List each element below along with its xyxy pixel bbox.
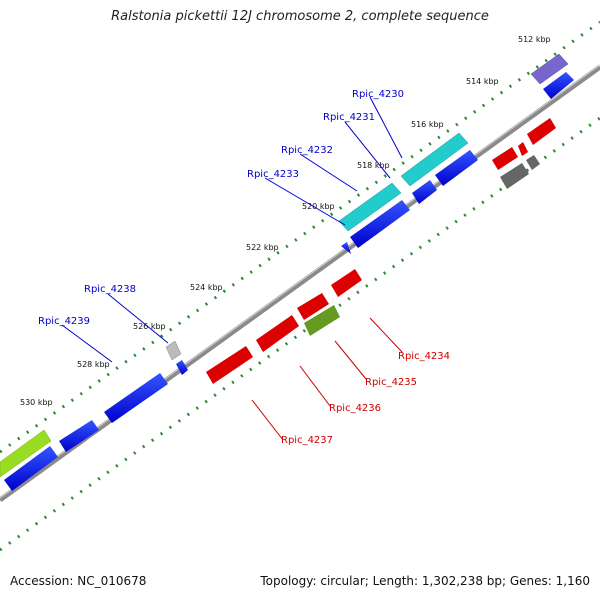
chromosome-backbone [0, 64, 600, 503]
gene-label-rpic4231[interactable]: Rpic_4231 [323, 112, 375, 123]
cds-forward[interactable] [350, 200, 410, 248]
forward-features [0, 53, 574, 491]
scale-label: 528 kbp [77, 360, 110, 369]
forward-leaders [61, 96, 403, 363]
scale-label: 524 kbp [190, 283, 223, 292]
cds-forward[interactable] [176, 360, 188, 375]
forward-gene-labels: Rpic_4230 Rpic_4231 Rpic_4232 Rpic_4233 … [38, 89, 404, 327]
scale-label: 514 kbp [466, 77, 499, 86]
cds-rpic4236[interactable] [256, 315, 299, 352]
feature-gray-reverse[interactable] [500, 163, 529, 189]
cds-forward[interactable] [104, 373, 168, 423]
chromosome-backbone-highlight [0, 64, 600, 499]
scale-label: 512 kbp [518, 35, 551, 44]
outer-scale-track [0, 20, 600, 454]
cds-forward[interactable] [4, 446, 58, 491]
gene-label-rpic4237[interactable]: Rpic_4237 [281, 435, 333, 446]
scale-label: 522 kbp [246, 243, 279, 252]
cds-forward[interactable] [435, 150, 478, 186]
scale-label: 516 kbp [411, 120, 444, 129]
gene-label-rpic4239[interactable]: Rpic_4239 [38, 316, 90, 327]
feature-cyan-rpic4230[interactable] [400, 132, 469, 187]
cds-reverse[interactable] [518, 142, 528, 156]
gene-label-rpic4234[interactable]: Rpic_4234 [398, 351, 450, 362]
gene-label-rpic4233[interactable]: Rpic_4233 [247, 169, 299, 180]
genome-summary-text: Topology: circular; Length: 1,302,238 bp… [260, 574, 590, 588]
scale-labels: 512 kbp 514 kbp 516 kbp 518 kbp 520 kbp … [20, 35, 551, 407]
cds-rpic4235[interactable] [297, 293, 329, 320]
cds-rpic4234[interactable] [331, 269, 362, 297]
reverse-gene-labels: Rpic_4234 Rpic_4235 Rpic_4236 Rpic_4237 [281, 351, 450, 446]
cds-forward[interactable] [59, 420, 99, 452]
feature-olive-reverse[interactable] [304, 305, 340, 336]
gene-label-rpic4236[interactable]: Rpic_4236 [329, 403, 381, 414]
inner-scale-track [0, 116, 600, 552]
cds-forward-small[interactable] [341, 242, 351, 254]
cds-reverse[interactable] [492, 147, 518, 170]
cds-forward[interactable] [412, 180, 437, 204]
feature-purple-512[interactable] [530, 53, 569, 85]
feature-lime-530[interactable] [0, 429, 52, 478]
cds-forward[interactable] [543, 72, 574, 99]
feature-gray-526[interactable] [165, 340, 182, 361]
reverse-features [206, 118, 556, 384]
scale-label: 520 kbp [302, 202, 335, 211]
gene-label-rpic4238[interactable]: Rpic_4238 [84, 284, 136, 295]
feature-cyan-rpic4232[interactable] [338, 182, 402, 232]
feature-gray-reverse[interactable] [526, 155, 540, 170]
scale-label: 530 kbp [20, 398, 53, 407]
gene-label-rpic4232[interactable]: Rpic_4232 [281, 145, 333, 156]
cds-reverse[interactable] [527, 118, 556, 145]
scale-label: 518 kbp [357, 161, 390, 170]
accession-text: Accession: NC_010678 [10, 574, 147, 588]
cds-rpic4237[interactable] [206, 346, 253, 384]
map-title: Ralstonia pickettii 12J chromosome 2, co… [111, 9, 489, 24]
gene-label-rpic4230[interactable]: Rpic_4230 [352, 89, 404, 100]
scale-label: 526 kbp [133, 322, 166, 331]
reverse-leaders [251, 317, 403, 441]
gene-label-rpic4235[interactable]: Rpic_4235 [365, 377, 417, 388]
